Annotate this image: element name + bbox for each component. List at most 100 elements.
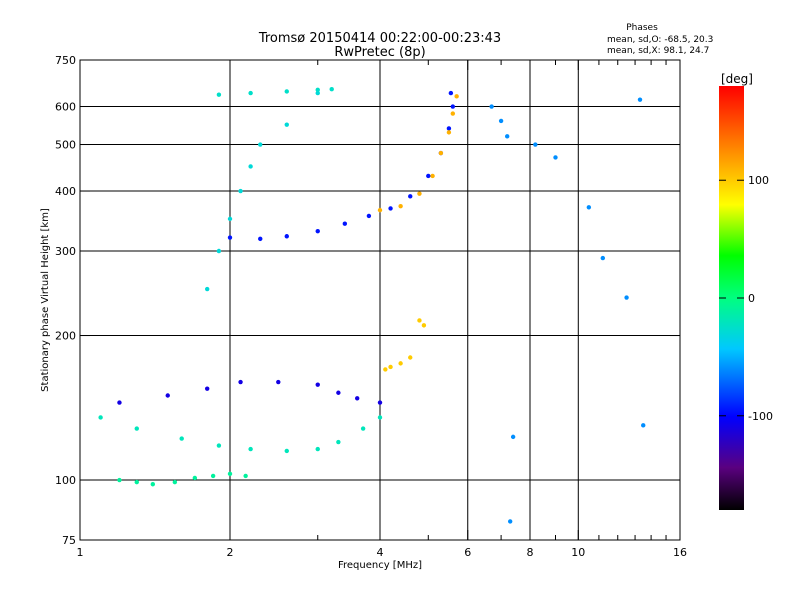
- x-tick-label: 4: [377, 546, 384, 559]
- phases-x-line: mean, sd,X: 98.1, 24.7: [607, 46, 709, 56]
- data-point: [553, 155, 558, 160]
- data-point: [417, 191, 422, 196]
- data-point: [446, 130, 452, 135]
- data-point: [284, 122, 289, 127]
- data-point: [377, 400, 383, 405]
- data-point: [117, 477, 122, 483]
- y-tick-label: 75: [62, 534, 76, 547]
- data-point: [243, 473, 248, 479]
- data-point: [426, 173, 431, 179]
- data-points: [98, 86, 646, 524]
- data-point: [489, 104, 494, 109]
- data-point: [408, 355, 413, 360]
- data-point: [315, 382, 320, 387]
- x-tick-label: 16: [673, 546, 687, 559]
- data-point: [315, 228, 320, 234]
- data-point: [388, 364, 393, 370]
- data-point: [179, 436, 184, 441]
- data-point: [276, 379, 281, 385]
- data-point: [165, 393, 170, 398]
- data-point: [98, 415, 103, 420]
- x-tick-label: 6: [464, 546, 471, 559]
- data-point: [336, 439, 341, 445]
- y-tick-label: 500: [55, 139, 76, 152]
- data-point: [134, 426, 139, 431]
- data-point: [329, 86, 334, 92]
- data-point: [210, 473, 216, 479]
- data-point: [366, 213, 372, 219]
- data-point: [383, 367, 388, 372]
- data-point: [398, 361, 403, 366]
- data-point: [600, 255, 606, 261]
- data-point: [284, 89, 289, 94]
- data-point: [454, 94, 459, 99]
- data-point: [258, 236, 263, 242]
- data-point: [342, 221, 348, 226]
- data-point: [438, 150, 444, 156]
- data-point: [336, 390, 341, 395]
- chart-subtitle: RwPretec (8p): [334, 45, 425, 60]
- data-point: [510, 434, 516, 440]
- data-point: [315, 90, 320, 96]
- data-point: [227, 235, 233, 240]
- data-point: [624, 295, 629, 300]
- data-point: [446, 126, 452, 131]
- data-point: [248, 164, 253, 169]
- data-point: [238, 188, 243, 194]
- data-point: [216, 443, 222, 448]
- data-point: [417, 318, 422, 323]
- data-point: [360, 426, 366, 431]
- data-point: [150, 482, 156, 487]
- phases-heading: Phases: [626, 23, 658, 33]
- data-point: [192, 475, 198, 481]
- data-point: [216, 248, 222, 254]
- data-point: [227, 471, 233, 477]
- data-point: [172, 479, 178, 485]
- data-point: [354, 396, 360, 401]
- data-point: [238, 379, 243, 385]
- x-tick-label: 1: [77, 546, 84, 559]
- data-point: [430, 173, 435, 179]
- data-point: [315, 446, 320, 452]
- plot-frame: [79, 59, 681, 541]
- axes: 1 2 4 6 8 10 16 75 100 200 300 400 500 600 750: [55, 54, 687, 559]
- data-point: [377, 207, 383, 213]
- data-point: [637, 97, 643, 102]
- data-point: [533, 142, 538, 147]
- colorbar-label: [deg]: [721, 72, 753, 86]
- data-point: [398, 203, 403, 209]
- data-point: [421, 323, 427, 328]
- x-axis-label: Frequency [MHz]: [338, 560, 422, 571]
- data-point: [204, 386, 210, 391]
- y-axis-label: Stationary phase Virtual Height [km]: [40, 208, 51, 392]
- data-point: [284, 448, 289, 454]
- data-point: [641, 423, 646, 428]
- data-point: [586, 205, 592, 210]
- y-tick-label: 200: [55, 330, 76, 343]
- colorbar-tick-label: -100: [748, 410, 773, 423]
- data-point: [377, 415, 383, 420]
- x-tick-label: 10: [571, 546, 585, 559]
- y-tick-label: 400: [55, 185, 76, 198]
- chart-title: Tromsø 20150414 00:22:00-00:23:43: [258, 31, 501, 46]
- data-point: [134, 479, 139, 485]
- y-tick-label: 100: [55, 474, 76, 487]
- data-point: [204, 286, 210, 292]
- data-point: [450, 111, 456, 116]
- x-tick-label: 8: [527, 546, 534, 559]
- y-tick-label: 750: [55, 54, 76, 67]
- data-point: [227, 216, 233, 222]
- data-point: [258, 142, 263, 147]
- colorbar-ticks: 100 0 -100: [719, 174, 773, 423]
- data-point: [315, 87, 320, 93]
- data-point: [284, 234, 289, 239]
- data-point: [117, 400, 122, 405]
- colorbar-tick-label: 100: [748, 174, 769, 187]
- data-point: [388, 206, 393, 211]
- data-point: [408, 194, 413, 199]
- colorbar-tick-label: 0: [748, 292, 755, 305]
- y-tick-label: 300: [55, 245, 76, 258]
- data-point: [448, 90, 454, 96]
- phases-o-line: mean, sd,O: -68.5, 20.3: [607, 35, 713, 45]
